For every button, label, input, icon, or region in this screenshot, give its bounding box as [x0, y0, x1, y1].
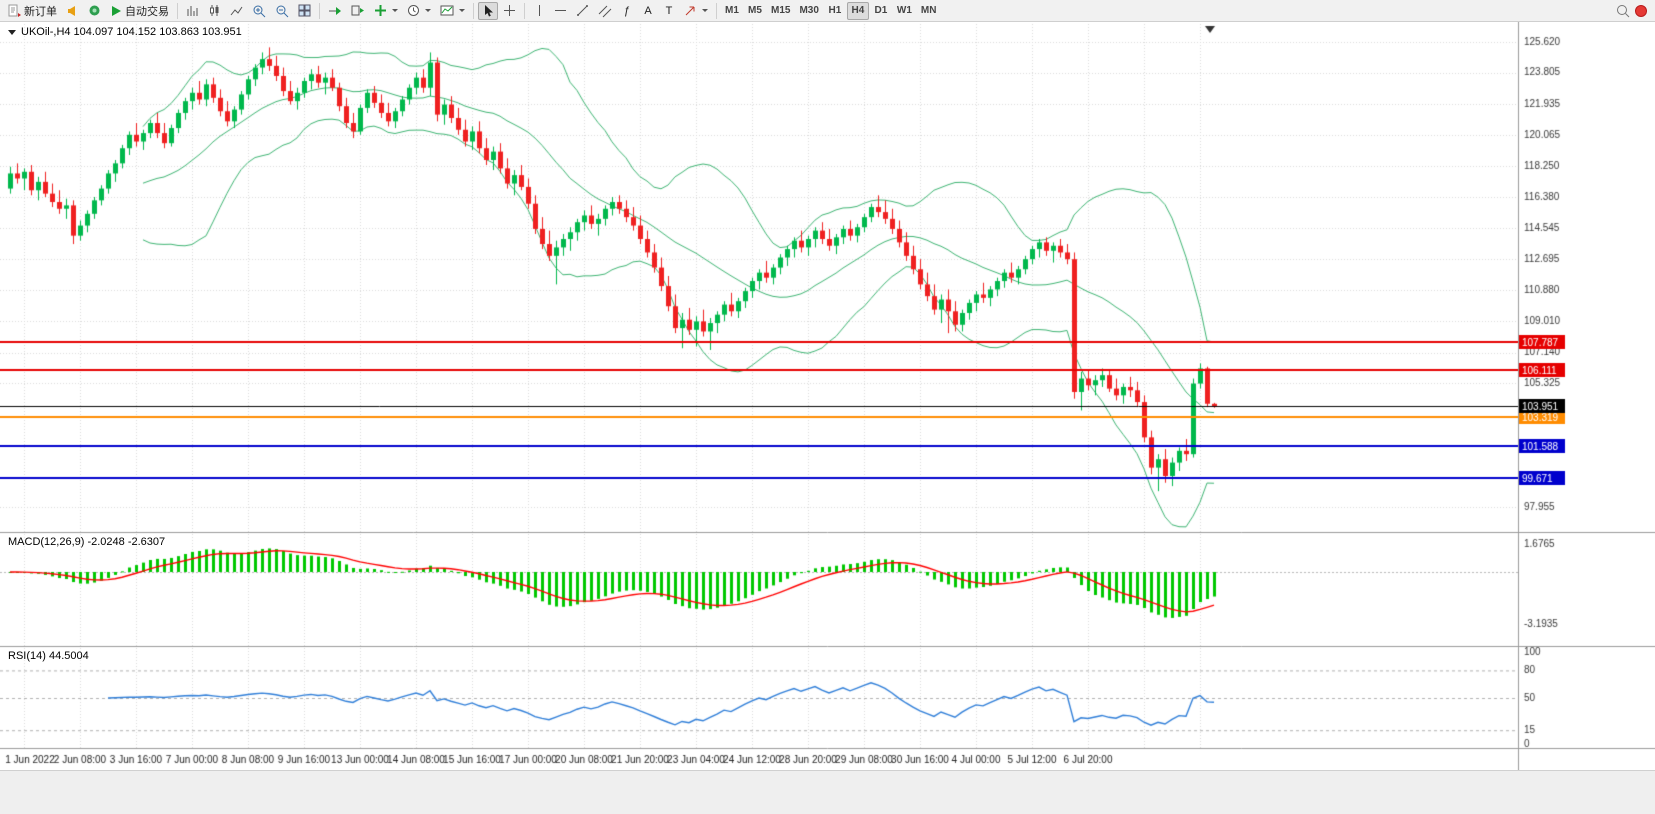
auto-scroll-icon: [328, 4, 342, 17]
horizontal-line-icon: [554, 5, 567, 16]
timeframe-m15-button[interactable]: M15: [771, 5, 791, 16]
tile-windows-button[interactable]: [294, 2, 315, 20]
add-indicator-button[interactable]: [370, 2, 402, 20]
timeframe-mn-button[interactable]: MN: [920, 5, 937, 16]
notification-badge[interactable]: [1635, 4, 1647, 17]
candlestick-chart-button[interactable]: [204, 2, 225, 20]
toolbar-separator: [473, 2, 474, 19]
crosshair-tool-button[interactable]: [499, 2, 520, 20]
templates-button[interactable]: [436, 2, 469, 20]
bottom-window-strip: [0, 770, 1655, 814]
line-chart-icon: [230, 4, 243, 17]
timeframe-h4-button[interactable]: H4: [846, 1, 869, 20]
toolbar-separator: [524, 2, 525, 19]
macd-indicator-label: MACD(12,26,9) -2.0248 -2.6307: [8, 536, 165, 548]
zoom-out-button[interactable]: [271, 2, 293, 20]
rsi-values-label: RSI(14) 44.5004: [8, 650, 89, 662]
chart-shift-icon: [351, 4, 365, 17]
vertical-line-tool-button[interactable]: [529, 2, 549, 20]
new-order-icon: [8, 4, 21, 17]
search-button[interactable]: [1612, 2, 1634, 20]
label-tool-icon: T: [665, 4, 673, 17]
timeframe-m1-button[interactable]: M1: [725, 5, 739, 16]
channel-icon: [598, 4, 612, 18]
horizontal-line-tool-button[interactable]: [550, 2, 571, 20]
timeframe-m30-button[interactable]: M30: [799, 5, 819, 16]
cursor-icon: [482, 4, 494, 17]
clock-icon: [407, 4, 420, 17]
community-icon: [88, 4, 101, 17]
alerts-button[interactable]: [62, 2, 83, 20]
fibonacci-tool-button[interactable]: ƒ: [617, 2, 637, 20]
period-clock-button[interactable]: [403, 2, 435, 20]
toolbar-separator: [319, 2, 320, 19]
auto-trading-label: 自动交易: [125, 5, 169, 18]
play-icon: [110, 5, 122, 17]
timeframe-d1-button[interactable]: D1: [874, 5, 888, 16]
price-chart-canvas[interactable]: [0, 22, 1655, 770]
channel-tool-button[interactable]: [594, 2, 616, 20]
toolbar-separator: [716, 2, 717, 19]
chart-area: UKOil-,H4 104.097 104.152 103.863 103.95…: [0, 22, 1655, 770]
community-button[interactable]: [84, 2, 105, 20]
arrow-icon: [684, 4, 697, 17]
templates-icon: [440, 4, 454, 17]
trendline-tool-button[interactable]: [572, 2, 593, 20]
chart-shift-button[interactable]: [347, 2, 369, 20]
timeframe-m5-button[interactable]: M5: [748, 5, 762, 16]
symbol-ohlc-label: UKOil-,H4 104.097 104.152 103.863 103.95…: [21, 26, 242, 38]
macd-values-label: MACD(12,26,9) -2.0248 -2.6307: [8, 536, 166, 548]
chevron-down-icon: [392, 9, 398, 12]
toolbar-separator: [177, 2, 178, 19]
trendline-icon: [576, 4, 589, 17]
vertical-line-icon: [534, 4, 545, 17]
auto-scroll-button[interactable]: [324, 2, 346, 20]
new-order-button[interactable]: 新订单: [4, 2, 61, 20]
auto-trading-button[interactable]: 自动交易: [106, 2, 173, 20]
chevron-down-icon: [702, 9, 708, 12]
zoom-in-button[interactable]: [248, 2, 270, 20]
chart-info-bar: UKOil-,H4 104.097 104.152 103.863 103.95…: [8, 26, 242, 38]
cursor-tool-button[interactable]: [478, 1, 498, 20]
chevron-down-icon: [459, 9, 465, 12]
bar-chart-icon: [186, 4, 199, 17]
chevron-down-icon: [425, 9, 431, 12]
label-tool-button[interactable]: T: [659, 2, 679, 20]
fibonacci-icon: ƒ: [623, 4, 631, 17]
crosshair-icon: [503, 4, 516, 17]
zoom-out-icon: [275, 4, 289, 18]
add-indicator-icon: [374, 4, 387, 17]
megaphone-icon: [66, 4, 79, 17]
line-chart-button[interactable]: [226, 2, 247, 20]
candlestick-icon: [208, 4, 221, 17]
text-tool-button[interactable]: A: [638, 2, 658, 20]
rsi-indicator-label: RSI(14) 44.5004: [8, 650, 89, 662]
arrows-tool-button[interactable]: [680, 2, 712, 20]
timeframe-w1-button[interactable]: W1: [896, 5, 912, 16]
timeframe-h1-button[interactable]: H1: [828, 5, 842, 16]
bar-chart-button[interactable]: [182, 2, 203, 20]
symbol-dropdown-icon[interactable]: [8, 29, 16, 35]
text-tool-icon: A: [644, 4, 652, 17]
zoom-in-icon: [252, 4, 266, 18]
tile-windows-icon: [298, 4, 311, 17]
new-order-label: 新订单: [24, 5, 57, 18]
main-toolbar: 新订单 自动交易: [0, 0, 1655, 22]
search-icon: [1616, 4, 1630, 18]
